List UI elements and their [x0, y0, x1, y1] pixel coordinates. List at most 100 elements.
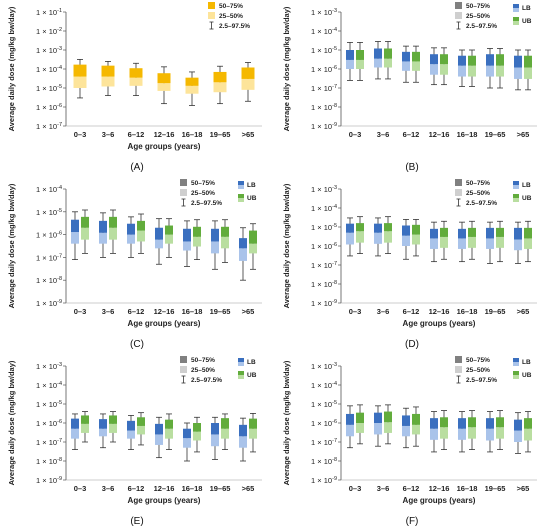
box-25-50	[412, 61, 420, 71]
panel-label: (F)	[406, 516, 419, 527]
box-25-50	[81, 227, 89, 240]
legend-label: 25–50%	[219, 13, 243, 20]
box-25-50	[155, 434, 163, 445]
box-50-75	[440, 54, 448, 65]
box-50-75	[155, 423, 163, 435]
x-tick-label: 3–6	[102, 130, 115, 139]
legend-label: 50–75%	[466, 357, 490, 364]
box-25-50	[412, 234, 420, 245]
box-50-75	[402, 225, 410, 236]
x-tick-label: 0–3	[74, 484, 87, 493]
legend-series-swatch	[513, 198, 519, 202]
x-tick-label: >65	[517, 484, 530, 493]
box-25-50	[374, 423, 382, 435]
box-50-75	[346, 413, 354, 425]
y-tick-label: 1 × 10-7	[311, 84, 337, 93]
panel-label: (C)	[130, 339, 144, 350]
x-tick-label: >65	[242, 484, 255, 493]
legend-label: 25–50%	[191, 367, 215, 374]
box-25-50	[241, 78, 255, 90]
legend-series-label: LB	[522, 5, 531, 12]
legend-swatch	[180, 189, 187, 196]
box-25-50	[458, 238, 466, 249]
y-tick-label: 1 × 10-6	[311, 242, 337, 251]
x-tick-label: 19–65	[485, 484, 506, 493]
box-25-50	[440, 427, 448, 439]
box-50-75	[486, 418, 494, 429]
box-50-75	[514, 55, 522, 68]
box-50-75	[458, 55, 466, 66]
legend-series-swatch	[513, 358, 519, 362]
box-25-50	[346, 424, 354, 437]
legend-series-swatch	[513, 185, 519, 189]
box-50-75	[221, 226, 229, 237]
box-50-75	[468, 227, 476, 237]
box-50-75	[165, 419, 173, 429]
box-25-50	[458, 65, 466, 77]
legend-series-swatch	[238, 194, 244, 198]
box-25-50	[374, 58, 382, 68]
box-50-75	[239, 238, 247, 249]
box-50-75	[356, 223, 364, 232]
box-25-50	[127, 234, 135, 244]
x-tick-label: 19–65	[210, 307, 231, 316]
x-tick-label: 0–3	[74, 307, 87, 316]
y-tick-label: 1 × 10-6	[311, 65, 337, 74]
box-50-75	[440, 417, 448, 428]
box-50-75	[430, 54, 438, 65]
box-50-75	[346, 50, 354, 60]
x-tick-label: 16–18	[182, 307, 203, 316]
box-25-50	[486, 238, 494, 249]
y-axis-title: Average daily dose (mg/kg bw/day)	[7, 6, 16, 131]
y-tick-label: 1 × 10-7	[36, 438, 62, 447]
box-50-75	[402, 51, 410, 62]
box-50-75	[127, 420, 135, 431]
box-25-50	[183, 241, 191, 251]
y-tick-label: 1 × 10-8	[311, 280, 337, 289]
y-tick-label: 1 × 10-3	[36, 362, 62, 371]
legend-label: 2.5–97.5%	[466, 23, 497, 30]
box-50-75	[524, 55, 532, 68]
box-25-50	[496, 65, 504, 77]
box-25-50	[384, 231, 392, 243]
legend-series-label: LB	[247, 182, 256, 189]
box-50-75	[412, 413, 420, 425]
box-25-50	[430, 64, 438, 75]
box-50-75	[486, 227, 494, 239]
y-tick-label: 1 × 10-3	[311, 8, 337, 17]
box-25-50	[137, 425, 145, 435]
box-25-50	[356, 231, 364, 243]
legend-series-label: UB	[522, 18, 532, 25]
y-tick-label: 1 × 10-7	[311, 261, 337, 270]
box-25-50	[514, 67, 522, 79]
y-tick-label: 1 × 10-8	[311, 103, 337, 112]
box-25-50	[524, 428, 532, 441]
box-50-75	[193, 226, 201, 237]
y-tick-label: 1 × 10-3	[36, 46, 62, 55]
x-tick-label: 12–16	[154, 484, 175, 493]
box-50-75	[356, 412, 364, 423]
legend-label: 50–75%	[219, 3, 243, 10]
x-axis-title: Age groups (years)	[403, 496, 476, 505]
x-axis-title: Age groups (years)	[128, 319, 201, 328]
legend-swatch	[208, 12, 215, 19]
y-tick-label: 1 × 10-8	[36, 457, 62, 466]
y-tick-label: 1 × 10-5	[36, 208, 62, 217]
y-tick-label: 1 × 10-8	[311, 457, 337, 466]
panel-label: (E)	[130, 516, 143, 527]
box-50-75	[524, 227, 532, 239]
chart-panel-1: 1 × 10-9 1 × 10-8 1 × 10-7 1 × 10-6 1 × 10-5…	[282, 2, 537, 173]
y-tick-label: 1 × 10-9	[36, 476, 62, 485]
box-25-50	[356, 59, 364, 69]
box-25-50	[185, 85, 199, 94]
box-25-50	[101, 76, 115, 87]
box-50-75	[412, 51, 420, 62]
y-tick-label: 1 × 10-5	[36, 400, 62, 409]
legend-swatch	[455, 12, 462, 19]
box-50-75	[496, 417, 504, 428]
box-50-75	[402, 415, 410, 426]
box-25-50	[496, 236, 504, 248]
chart-panel-4: 1 × 10-9 1 × 10-8 1 × 10-7 1 × 10-6 1 × 10-5…	[7, 356, 262, 527]
box-25-50	[346, 232, 354, 245]
